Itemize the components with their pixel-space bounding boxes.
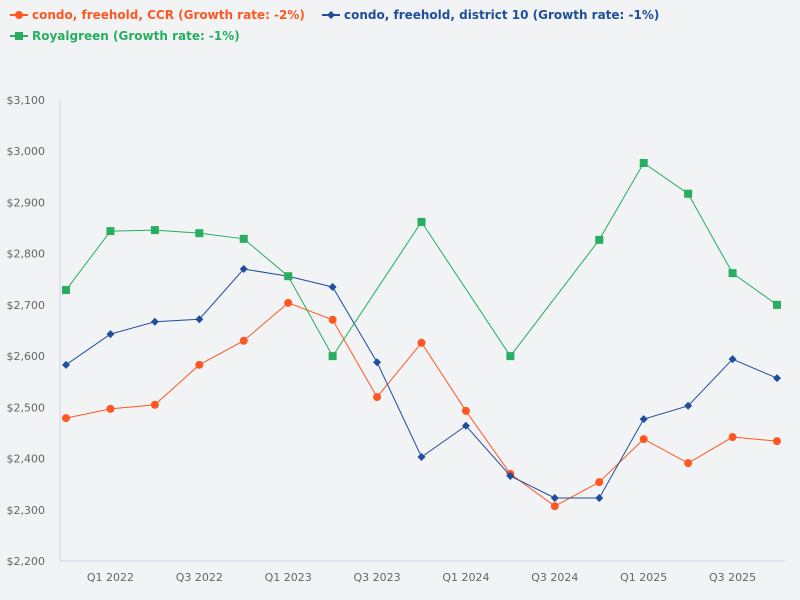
data-point — [150, 226, 159, 235]
data-point — [728, 433, 737, 442]
legend-item-district-10[interactable]: condo, freehold, district 10 (Growth rat… — [322, 8, 659, 22]
x-tick-label: Q3 2023 — [353, 571, 400, 584]
legend-label: condo, freehold, CCR (Growth rate: -2%) — [32, 8, 305, 22]
data-point — [417, 217, 426, 226]
data-point — [106, 404, 115, 413]
x-tick-label: Q3 2022 — [176, 571, 223, 584]
data-point — [284, 298, 293, 307]
data-point — [239, 336, 248, 345]
data-point — [106, 227, 115, 236]
data-point — [150, 317, 159, 326]
x-tick-label: Q3 2024 — [531, 571, 578, 584]
legend-label: condo, freehold, district 10 (Growth rat… — [344, 8, 660, 22]
y-tick-label: $3,000 — [7, 145, 46, 158]
diamond-marker-icon — [322, 11, 340, 19]
data-point — [506, 471, 515, 480]
data-point — [239, 265, 248, 274]
y-tick-label: $2,600 — [7, 350, 46, 363]
x-tick-label: Q1 2022 — [87, 571, 134, 584]
legend-label: Royalgreen (Growth rate: -1%) — [32, 29, 240, 43]
data-point — [461, 421, 470, 430]
data-point — [461, 406, 470, 415]
series-line-1 — [65, 268, 778, 499]
data-point — [373, 358, 382, 367]
data-point — [773, 374, 781, 383]
data-point — [62, 286, 70, 295]
y-tick-label: $3,100 — [7, 94, 46, 107]
data-point — [684, 459, 693, 468]
data-point — [328, 315, 337, 324]
series-line-2 — [65, 162, 778, 358]
data-point — [195, 315, 204, 324]
data-point — [417, 338, 426, 347]
data-point — [106, 330, 115, 339]
x-tick-label: Q1 2025 — [620, 571, 667, 584]
data-point — [595, 493, 604, 502]
data-point — [728, 355, 737, 364]
y-tick-label: $2,700 — [7, 299, 46, 312]
data-point — [506, 352, 515, 361]
y-tick-label: $2,500 — [7, 401, 46, 414]
data-point — [639, 435, 648, 444]
data-point — [773, 300, 781, 309]
y-tick-label: $2,900 — [7, 196, 46, 209]
y-tick-label: $2,300 — [7, 504, 46, 517]
series-line-0 — [65, 302, 778, 507]
data-point — [195, 229, 204, 238]
data-point — [62, 414, 70, 423]
data-point — [684, 189, 693, 198]
data-point — [550, 493, 559, 502]
data-point — [328, 352, 337, 361]
y-tick-label: $2,800 — [7, 248, 46, 261]
data-point — [595, 235, 604, 244]
x-tick-label: Q3 2025 — [709, 571, 756, 584]
x-tick-label: Q1 2023 — [265, 571, 312, 584]
data-point — [773, 437, 781, 446]
data-point — [150, 400, 159, 409]
data-point — [239, 234, 248, 243]
data-point — [62, 360, 70, 369]
y-tick-label: $2,200 — [7, 555, 46, 568]
y-tick-label: $2,400 — [7, 453, 46, 466]
data-point — [417, 453, 426, 462]
square-marker-icon — [10, 32, 28, 40]
circle-marker-icon — [10, 11, 28, 19]
legend-item-ccr[interactable]: condo, freehold, CCR (Growth rate: -2%) — [10, 8, 305, 22]
x-tick-label: Q1 2024 — [442, 571, 489, 584]
data-point — [373, 393, 382, 402]
data-point — [550, 502, 559, 511]
data-point — [684, 401, 693, 410]
data-point — [328, 282, 337, 291]
data-point — [595, 478, 604, 487]
legend-item-royalgreen[interactable]: Royalgreen (Growth rate: -1%) — [10, 29, 240, 43]
data-point — [284, 272, 293, 281]
data-point — [195, 360, 204, 369]
data-point — [639, 159, 648, 168]
data-point — [728, 269, 737, 278]
data-point — [639, 415, 648, 424]
